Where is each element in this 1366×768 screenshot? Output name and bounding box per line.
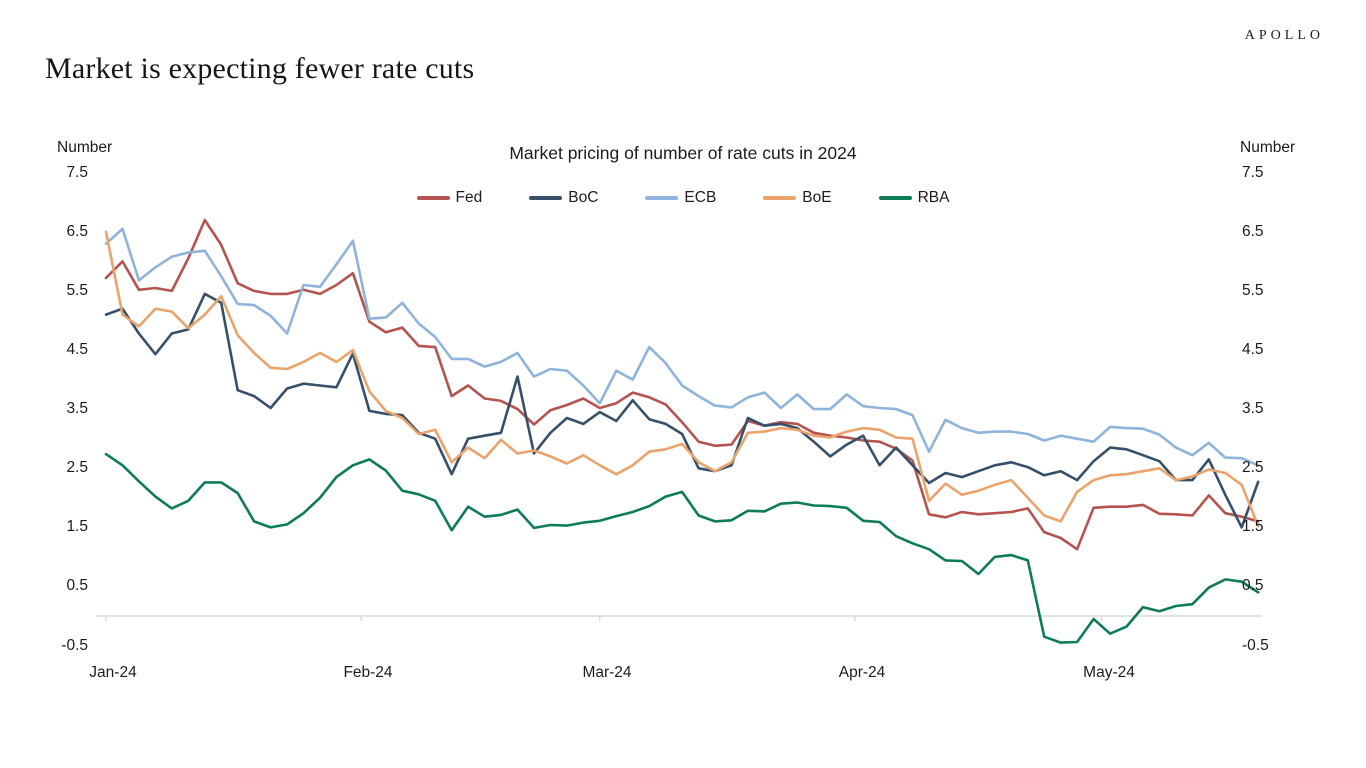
legend-item-boe: BoE (763, 189, 832, 207)
y-tick-label-left: 2.5 (66, 459, 88, 476)
legend-label: RBA (917, 189, 950, 206)
y-tick-label-right: -0.5 (1242, 637, 1269, 654)
y-tick-label-right: 0.5 (1242, 577, 1264, 594)
chart-legend: Fed BoC ECB BoE RBA (0, 189, 1366, 207)
legend-label: BoC (568, 189, 599, 206)
series-line-ecb (104, 227, 1260, 467)
y-tick-label-right: 7.5 (1242, 164, 1264, 181)
y-tick-label-right: 4.5 (1242, 341, 1264, 358)
y-tick-label-left: 7.5 (66, 164, 88, 181)
legend-line-swatch (878, 196, 912, 200)
legend-line-swatch (645, 196, 679, 200)
y-tick-label-left: 5.5 (66, 282, 88, 299)
y-tick-label-right: 1.5 (1242, 518, 1264, 535)
y-tick-label-left: 1.5 (66, 518, 88, 535)
x-tick-label: Mar-24 (582, 664, 632, 681)
series-line-fed (104, 218, 1260, 551)
legend-item-fed: Fed (416, 189, 483, 207)
legend-line-swatch (529, 196, 563, 200)
series-line-rba (104, 452, 1260, 644)
series-line-boe (104, 230, 1260, 528)
legend-line-swatch (416, 196, 450, 200)
x-tick-label: Apr-24 (838, 664, 886, 681)
apollo-logo: APOLLO (1244, 28, 1324, 43)
x-tick-label: Jan-24 (89, 664, 137, 681)
y-tick-label-left: -0.5 (61, 637, 88, 654)
y-tick-label-left: 4.5 (66, 341, 88, 358)
y-tick-label-left: 3.5 (66, 400, 88, 417)
y-axis-title-right: Number (1240, 139, 1296, 156)
y-tick-label-right: 3.5 (1242, 400, 1264, 417)
legend-item-boc: BoC (529, 189, 598, 207)
y-tick-label-right: 2.5 (1242, 459, 1264, 476)
y-axis-title-left: Number (57, 139, 113, 156)
legend-line-swatch (763, 196, 797, 200)
legend-item-rba: RBA (878, 189, 950, 207)
y-tick-label-right: 6.5 (1242, 223, 1264, 240)
legend-label: ECB (684, 189, 717, 206)
y-tick-label-left: 0.5 (66, 577, 88, 594)
y-tick-label-left: 6.5 (66, 223, 88, 240)
x-tick-label: May-24 (1083, 664, 1135, 681)
legend-label: Fed (455, 189, 483, 206)
y-tick-label-right: 5.5 (1242, 282, 1264, 299)
legend-item-ecb: ECB (645, 189, 716, 207)
page-title: Market is expecting fewer rate cuts (45, 52, 475, 85)
legend-label: BoE (802, 189, 832, 206)
x-tick-label: Feb-24 (343, 664, 393, 681)
chart-title: Market pricing of number of rate cuts in… (509, 143, 857, 163)
series-line-boc (104, 292, 1260, 529)
